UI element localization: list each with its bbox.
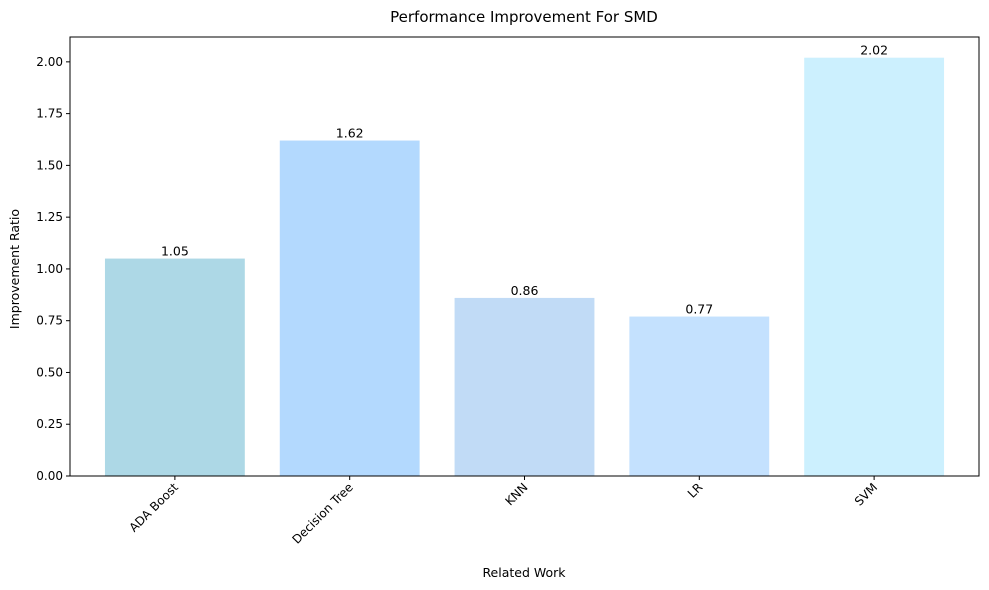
x-tick-label: LR — [685, 480, 706, 501]
bars-group — [104, 57, 945, 477]
y-tick-label: 1.25 — [36, 210, 63, 224]
value-label: 1.05 — [161, 244, 189, 259]
x-tick-label: ADA Boost — [126, 480, 181, 535]
y-tick-label: 0.25 — [36, 417, 63, 431]
bar-ada-boost — [104, 258, 245, 476]
bar-svm — [804, 57, 945, 476]
bar-knn — [454, 297, 595, 476]
chart-title: Performance Improvement For SMD — [390, 8, 658, 26]
value-label: 2.02 — [860, 43, 888, 58]
y-tick-label: 2.00 — [36, 55, 63, 69]
y-tick-label: 1.50 — [36, 158, 63, 172]
x-axis: ADA Boost Decision Tree KNN LR SVM — [126, 476, 880, 547]
x-tick-label: SVM — [852, 480, 880, 508]
value-labels-group: 1.05 1.62 0.86 0.77 2.02 — [161, 43, 888, 317]
bar-decision-tree — [279, 140, 420, 477]
y-tick-label: 0.75 — [36, 314, 63, 328]
y-axis: 0.00 0.25 0.50 0.75 1.00 1.25 1.50 1.75 2.00 — [36, 55, 70, 483]
y-axis-label: Improvement Ratio — [7, 209, 22, 329]
y-tick-label: 1.75 — [36, 107, 63, 121]
y-tick-label: 0.00 — [36, 469, 63, 483]
x-axis-label: Related Work — [482, 565, 566, 580]
value-label: 0.77 — [685, 302, 713, 317]
x-tick-label: KNN — [502, 480, 530, 508]
plot-frame — [69, 36, 980, 477]
bar-lr — [629, 316, 770, 476]
y-tick-label: 0.50 — [36, 365, 63, 379]
value-label: 1.62 — [336, 126, 364, 141]
x-tick-label: Decision Tree — [289, 480, 355, 546]
y-tick-label: 1.00 — [36, 262, 63, 276]
value-label: 0.86 — [511, 283, 539, 298]
